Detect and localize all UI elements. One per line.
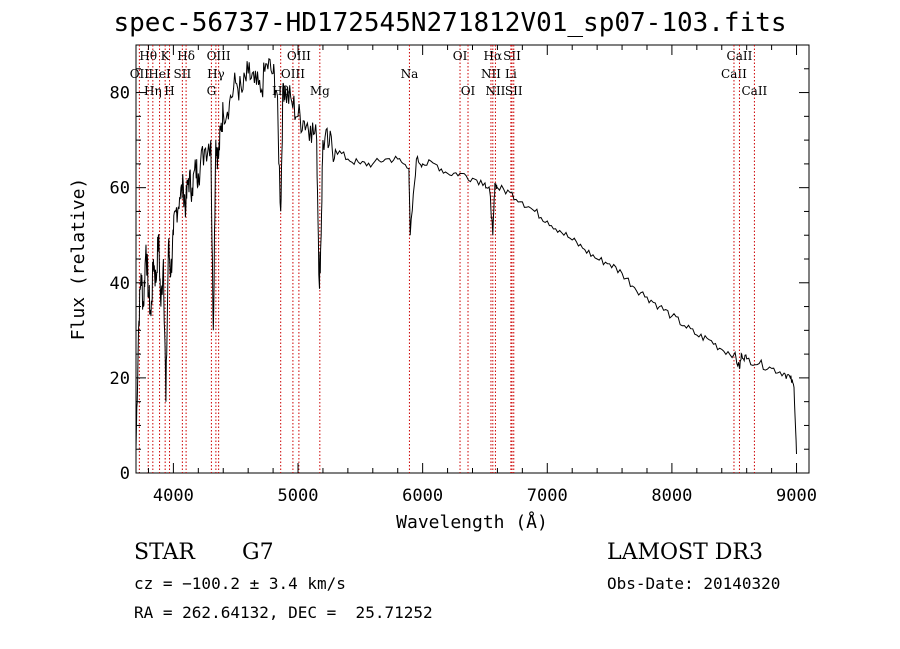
line-label: NII [485, 84, 505, 98]
x-axis-label: Wavelength (Å) [396, 511, 548, 533]
x-tick-label: 6000 [402, 486, 443, 506]
x-tick-label: 8000 [651, 486, 692, 506]
coordinates: RA = 262.64132, DEC = 25.71252 [134, 603, 433, 622]
line-label: Hα [484, 49, 503, 63]
y-tick-label: 80 [110, 84, 130, 104]
line-label: CaII [727, 49, 753, 63]
line-label: HeI [148, 67, 171, 81]
line-label: OIII [287, 49, 311, 63]
y-tick-label: 40 [110, 274, 130, 294]
y-tick-label: 0 [120, 464, 130, 484]
line-label: NII [481, 67, 501, 81]
line-label: G [207, 84, 217, 98]
obs-date: Obs-Date: 20140320 [607, 574, 781, 593]
plot-frame [135, 44, 810, 474]
y-tick-label: 60 [110, 179, 130, 199]
line-label: Hη [144, 84, 162, 98]
x-tick-label: 4000 [153, 486, 194, 506]
line-label: OI [461, 84, 476, 98]
line-label: OIII [281, 67, 305, 81]
line-label: Na [401, 67, 419, 81]
line-label: SII [174, 67, 192, 81]
chart-title: spec-56737-HD172545N271812V01_sp07-103.f… [113, 8, 787, 38]
line-label: CaII [721, 67, 747, 81]
line-label: Hθ [139, 49, 157, 63]
line-label: Li [505, 67, 517, 81]
survey-name: LAMOST DR3 [607, 540, 763, 565]
redshift-cz: cz = −100.2 ± 3.4 km/s [134, 574, 346, 593]
line-label: SII [505, 84, 523, 98]
line-label: H [164, 84, 174, 98]
line-label: CaII [741, 84, 767, 98]
x-tick-label: 5000 [278, 486, 319, 506]
line-label: OII [130, 67, 150, 81]
line-label: Mg [310, 84, 330, 98]
line-label: Hγ [207, 67, 225, 81]
subclass: G7 [242, 540, 274, 565]
x-tick-label: 9000 [776, 486, 817, 506]
line-label: K [161, 49, 171, 63]
y-tick-label: 20 [110, 369, 130, 389]
line-label: OI [453, 49, 468, 63]
object-class: STAR [134, 540, 195, 565]
line-label: Hδ [177, 49, 195, 63]
line-label: SII [503, 49, 521, 63]
line-label: OIII [207, 49, 231, 63]
spectrum-line [135, 57, 797, 455]
y-axis-label: Flux (relative) [68, 178, 89, 341]
x-tick-label: 7000 [527, 486, 568, 506]
